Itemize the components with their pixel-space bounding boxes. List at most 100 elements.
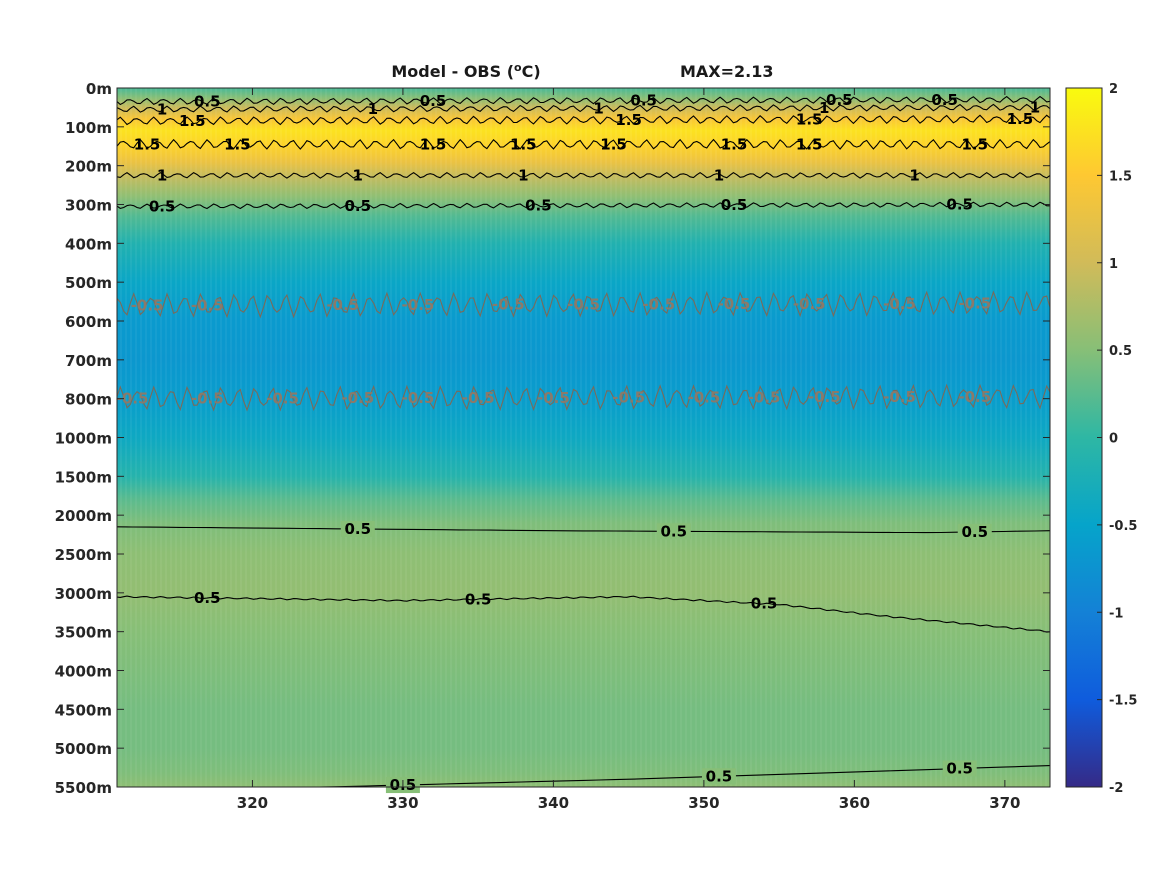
contour-label: -0.5 (492, 296, 525, 314)
contour-label: 1.5 (179, 112, 206, 130)
y-tick-label: 600m (65, 313, 112, 331)
contour-label: -0.5 (883, 295, 916, 313)
contour-line (117, 383, 1050, 412)
contour-label: 0.5 (721, 196, 748, 214)
contour-label: -0.5 (341, 389, 374, 407)
colorbar-scale (1065, 87, 1103, 788)
contour-label: -0.5 (116, 390, 149, 408)
contour-label: -0.5 (266, 389, 299, 407)
contour-label: -0.5 (958, 388, 991, 406)
contour-label: -0.5 (131, 296, 164, 314)
y-tick-label: 800m (65, 391, 112, 409)
contour-label: 0.5 (706, 767, 733, 785)
contour-label: 0.5 (194, 92, 221, 110)
contour-label: 0.5 (194, 589, 221, 607)
contour-label: 0.5 (826, 91, 853, 109)
y-tick-label: 400m (65, 235, 112, 253)
colorbar-tick-label: 2 (1109, 82, 1118, 97)
y-tick-label: 700m (65, 352, 112, 370)
contour-lines (117, 95, 1050, 787)
contour-line (117, 95, 1050, 106)
contour-label: 1.5 (600, 135, 627, 153)
colorbar-tick-label: 1 (1109, 257, 1118, 272)
contour-label: 0.5 (630, 91, 657, 109)
contour-line (117, 172, 1050, 179)
contour-label: 1 (593, 99, 603, 117)
contour-line (117, 201, 1050, 210)
y-tick-label: 2000m (55, 507, 112, 525)
contour-label: 1 (909, 166, 919, 184)
y-tick-label: 4000m (55, 663, 112, 681)
x-tick-label: 340 (538, 794, 569, 812)
contour-label: 1 (353, 166, 363, 184)
contour-labels: 0.5 0.5 0.5 0.5 0.51 1 1 1 11.5 1.5 1.5 1.51.5 1.5 1.… (116, 91, 1041, 794)
heatmap-texture (117, 88, 1050, 787)
y-tick-label: 1500m (55, 468, 112, 486)
contour-label: 1.5 (224, 135, 251, 153)
y-tick-label: 5500m (55, 779, 112, 797)
contour-label: 0.5 (465, 590, 492, 608)
contour-line (117, 290, 1050, 319)
y-tick-label: 3000m (55, 585, 112, 603)
contour-line (117, 595, 1050, 633)
contour-label: -0.5 (402, 296, 435, 314)
colorbar-tick-label: 0 (1109, 432, 1118, 447)
y-tick-label: 3500m (55, 624, 112, 642)
contour-label: 1.5 (510, 135, 537, 153)
contour-label: 1 (157, 100, 167, 118)
contour-label: 1 (157, 166, 167, 184)
contour-label: 0.5 (946, 196, 973, 214)
contour-label: 1.5 (796, 135, 823, 153)
contour-label: -0.5 (612, 389, 645, 407)
contour-label: 0.5 (344, 520, 371, 538)
y-tick-label: 200m (65, 158, 112, 176)
contour-label: -0.5 (462, 389, 495, 407)
y-tick-label: 5000m (55, 740, 112, 758)
contour-label: 0.5 (931, 91, 958, 109)
contour-label: -0.5 (718, 295, 751, 313)
contour-label: 1 (368, 100, 378, 118)
contour-label: 1 (518, 166, 528, 184)
contour-label: -0.5 (567, 295, 600, 313)
contour-label: -0.5 (191, 389, 224, 407)
contour-label: -0.5 (642, 295, 675, 313)
contour-line (117, 526, 1050, 534)
contour-line (117, 114, 1050, 126)
contour-label: 0.5 (661, 522, 688, 540)
colorbar-tick-label: 1.5 (1109, 169, 1132, 184)
colorbar-tick-label: -1.5 (1109, 694, 1137, 709)
y-tick-label: 2500m (55, 546, 112, 564)
colorbar-tick-label: -2 (1109, 781, 1123, 796)
contour-label: 0.5 (525, 197, 552, 215)
x-tick-label: 330 (387, 794, 418, 812)
x-axis: 320 330 340 350 360 370 (237, 88, 1021, 812)
colorbar-tick-label: -1 (1109, 606, 1123, 621)
contour-label: 1 (714, 166, 724, 184)
contour-label: 1 (1030, 98, 1040, 116)
contour-label: 1.5 (1007, 110, 1034, 128)
contour-label: -0.5 (687, 388, 720, 406)
chart-title: Model - OBS (oC) (391, 61, 540, 81)
plot-area: 0.5 0.5 0.5 0.5 0.51 1 1 1 11.5 1.5 1.5 1.51.5 1.5 1.… (116, 87, 1051, 794)
contour-label: 1.5 (796, 111, 823, 129)
x-tick-label: 370 (989, 794, 1020, 812)
contour-label: -0.5 (883, 388, 916, 406)
chart-max-label: MAX=2.13 (680, 62, 774, 81)
contour-label: 0.5 (751, 595, 778, 613)
contour-line (117, 765, 1050, 787)
contour-label: 1.5 (134, 135, 161, 153)
y-tick-label: 100m (65, 119, 112, 137)
colorbar-tick-label: -0.5 (1109, 519, 1137, 534)
y-tick-label: 500m (65, 274, 112, 292)
contour-label: -0.5 (808, 388, 841, 406)
contour-line (117, 103, 1050, 113)
y-axis: 0m 100m 200m 300m 400m 500m 600m 700m 800m 1000m 1… (55, 80, 1050, 797)
contour-label: -0.5 (537, 389, 570, 407)
contour-label: 1.5 (721, 135, 748, 153)
x-tick-label: 320 (237, 794, 268, 812)
contour-label: 0.5 (946, 760, 973, 778)
x-tick-label: 360 (839, 794, 870, 812)
y-tick-label: 4500m (55, 701, 112, 719)
contour-label: 0.5 (420, 92, 447, 110)
